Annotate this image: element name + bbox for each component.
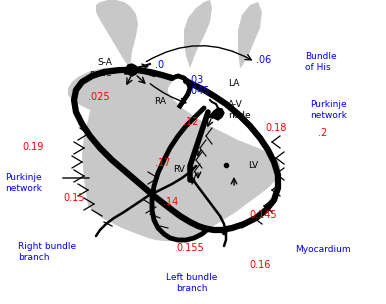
Text: .0: .0 [155, 60, 164, 70]
Text: .03: .03 [188, 75, 203, 85]
Text: RA: RA [154, 96, 166, 105]
Text: A-V
node: A-V node [228, 100, 251, 120]
Text: Bundle
of His: Bundle of His [305, 52, 337, 72]
Text: .14: .14 [163, 197, 178, 207]
Text: 0.15: 0.15 [63, 193, 85, 203]
Text: Purkinje
network: Purkinje network [310, 100, 347, 120]
Text: .045: .045 [188, 86, 210, 96]
Polygon shape [210, 108, 224, 120]
Text: .12: .12 [183, 117, 198, 127]
Text: RV: RV [173, 164, 185, 174]
Text: LA: LA [228, 80, 239, 88]
Text: .06: .06 [256, 55, 271, 65]
Text: .17: .17 [155, 158, 170, 168]
Text: Purkinje
network: Purkinje network [5, 173, 42, 193]
Text: Myocardium: Myocardium [295, 246, 350, 254]
Polygon shape [238, 2, 262, 68]
Text: 0.18: 0.18 [265, 123, 286, 133]
Text: LV: LV [248, 161, 258, 170]
Polygon shape [96, 0, 138, 68]
Text: S-A
node: S-A node [90, 58, 112, 78]
Text: 0.145: 0.145 [249, 210, 277, 220]
Polygon shape [184, 0, 212, 68]
Text: .2: .2 [318, 128, 327, 138]
Text: 0.16: 0.16 [249, 260, 270, 270]
Text: .025: .025 [88, 92, 110, 102]
Text: Right bundle
branch: Right bundle branch [18, 242, 76, 262]
Text: Left bundle
branch: Left bundle branch [166, 273, 218, 293]
Polygon shape [68, 67, 280, 241]
Text: 0.19: 0.19 [22, 142, 43, 152]
Polygon shape [124, 64, 138, 76]
Text: 0.155: 0.155 [176, 243, 204, 253]
